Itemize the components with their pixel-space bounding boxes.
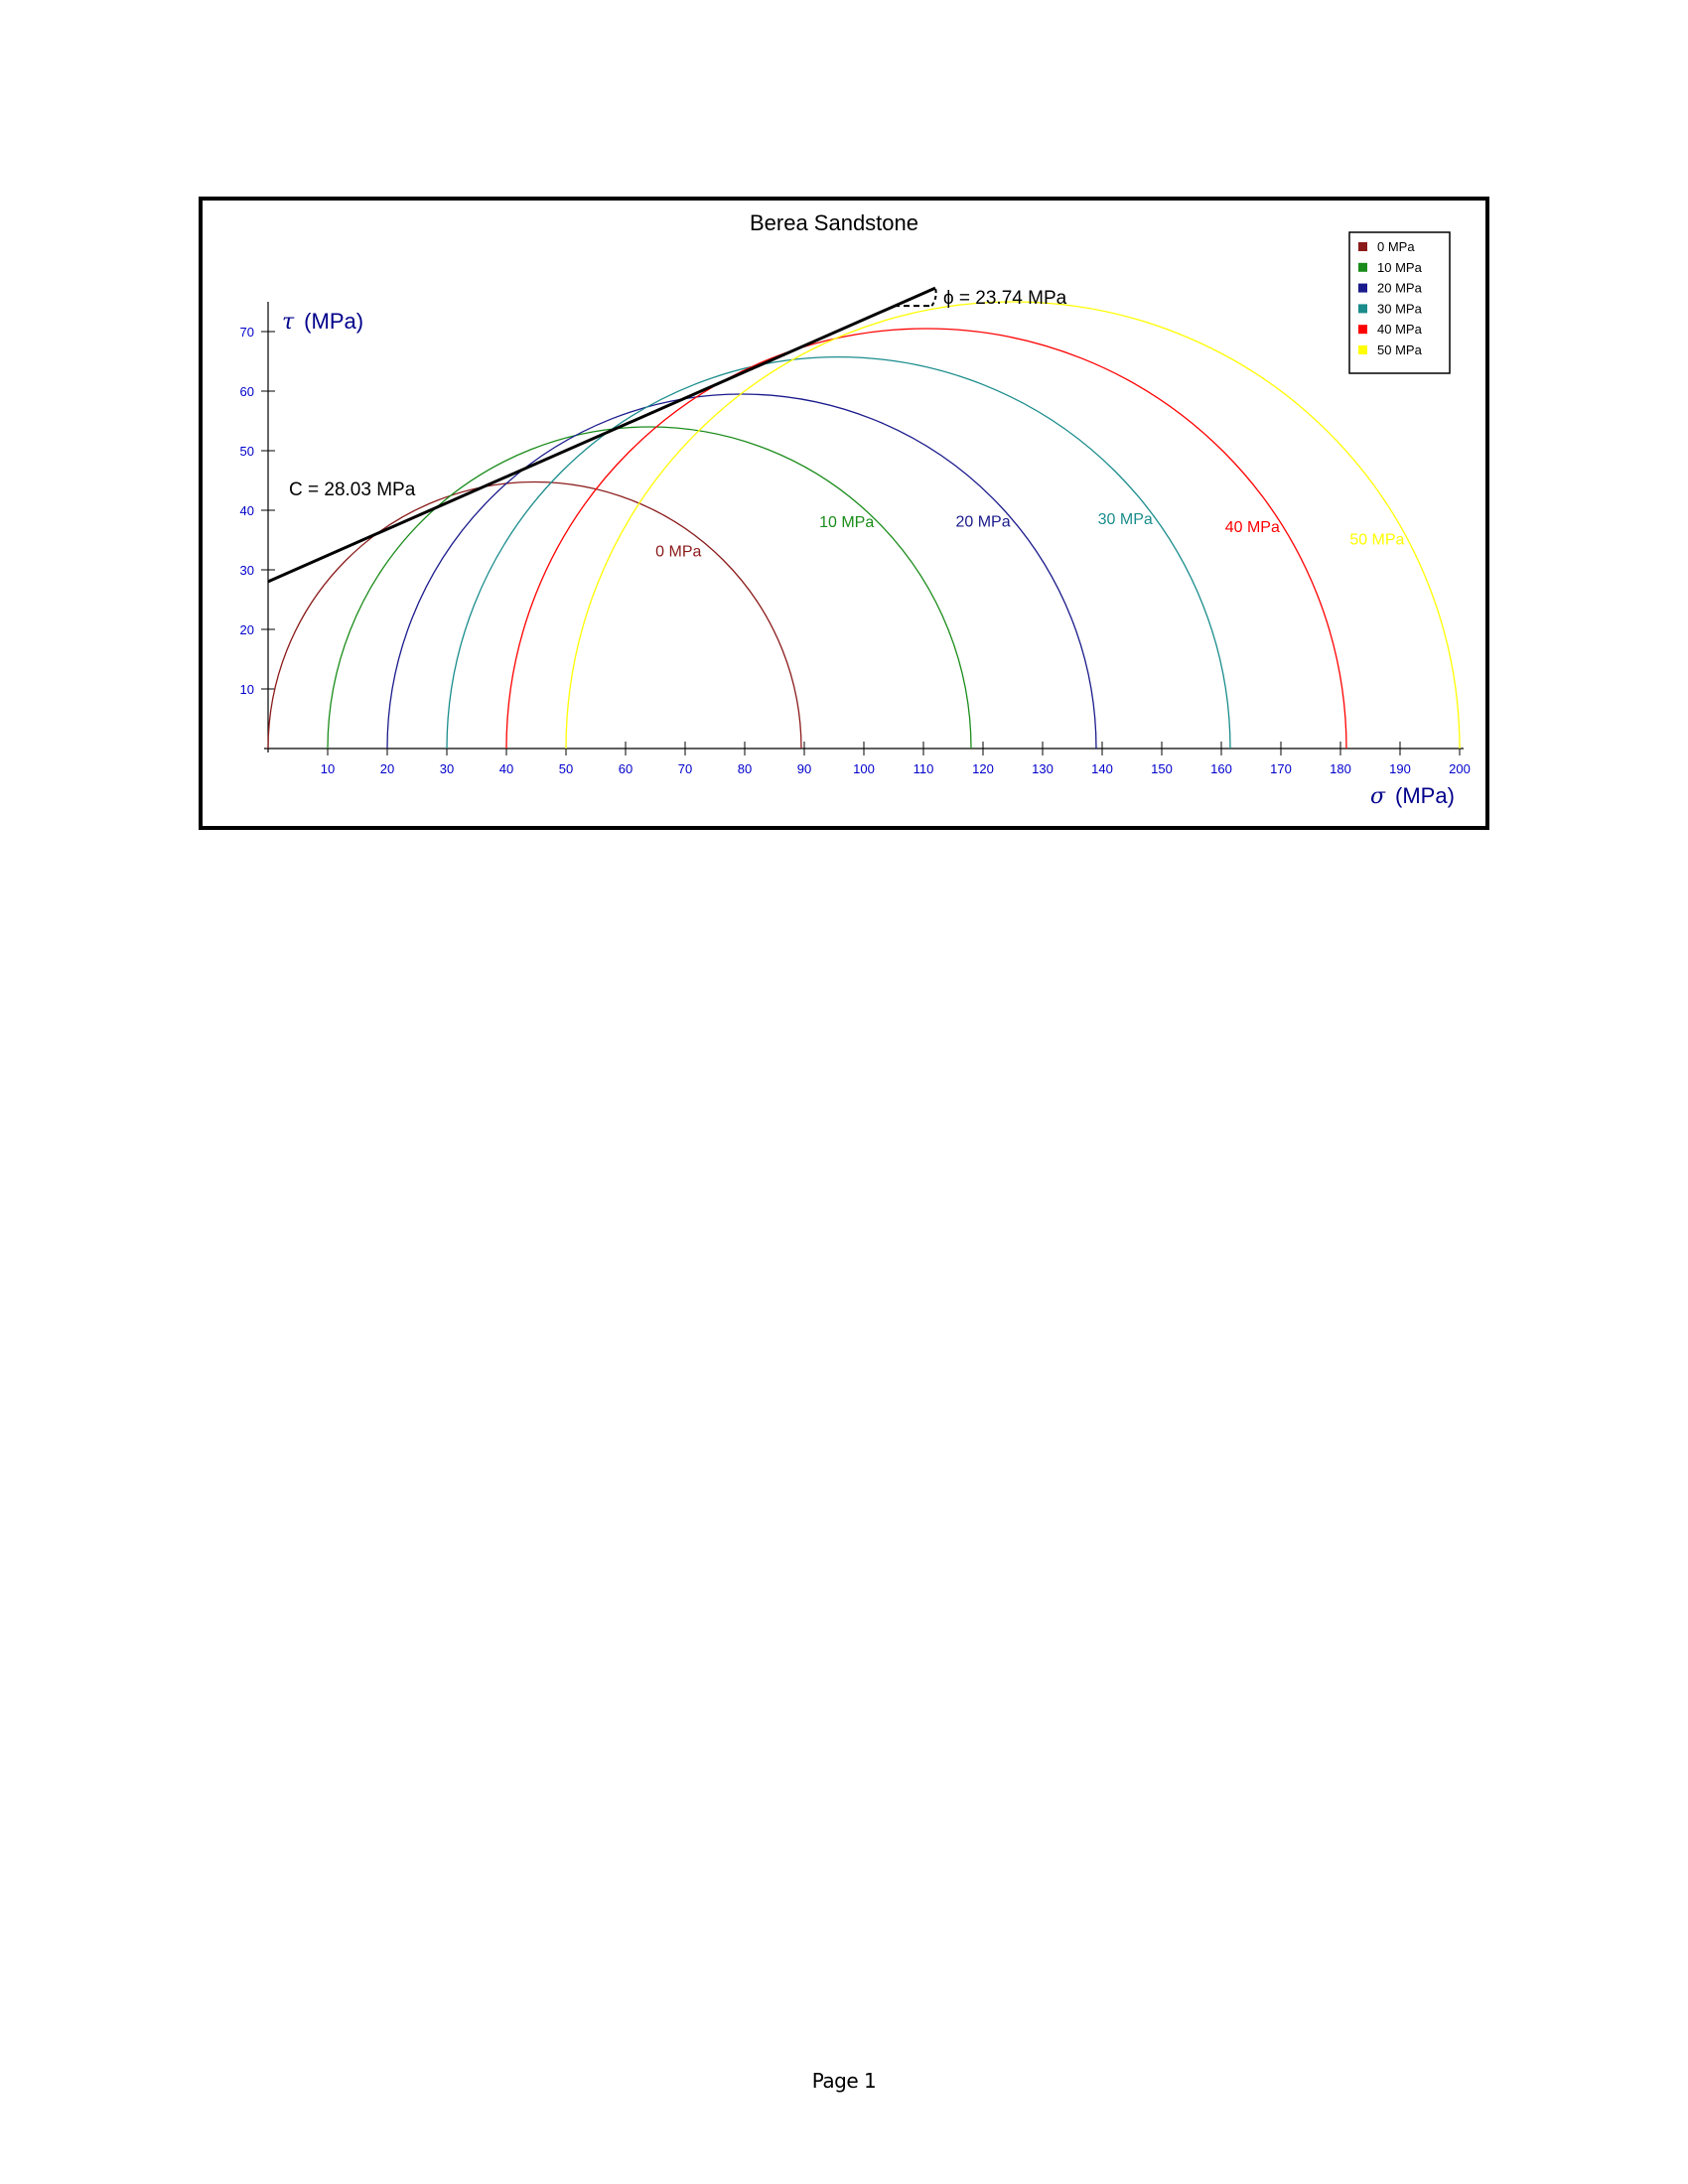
legend-swatch (1358, 242, 1367, 251)
envelope-line (267, 286, 936, 584)
legend-entry: 50 MPa (1377, 342, 1423, 357)
mohr-circle (386, 393, 1097, 750)
y-tick-label: 70 (240, 325, 254, 340)
mohr-circle (565, 301, 1461, 750)
legend-entry: 20 MPa (1377, 281, 1423, 296)
legend-swatch (1358, 345, 1367, 354)
x-tick-label: 40 (499, 761, 513, 776)
x-tick-label: 190 (1389, 761, 1411, 776)
legend-swatch (1358, 325, 1367, 335)
x-tick-label: 160 (1210, 761, 1232, 776)
x-tick-label: 170 (1270, 761, 1292, 776)
y-tick-label: 60 (240, 384, 254, 399)
y-tick-label: 50 (240, 444, 254, 459)
x-tick-label: 50 (559, 761, 573, 776)
x-tick-label: 30 (440, 761, 454, 776)
axes: 10 20 30 40 50 60 70 80 90 100 110 120 130 140 150 160 1… (240, 302, 1471, 809)
circle-label: 50 MPa (1349, 532, 1404, 549)
mohr-circle (327, 426, 972, 750)
phi-label: ϕ = 23.74 MPa (943, 288, 1067, 309)
legend: 0 MPa 10 MPa 20 MPa 30 MPa 40 MPa 50 MPa (1348, 231, 1451, 374)
y-tick-label: 10 (240, 682, 254, 697)
x-tick-label: 10 (321, 761, 335, 776)
circle-labels: 0 MPa 10 MPa 20 MPa 30 MPa 40 MPa 50 MPa (655, 511, 1404, 560)
phi-arc (930, 287, 937, 307)
mohr-circle (267, 480, 802, 750)
circle-label: 30 MPa (1098, 511, 1153, 528)
x-tick-label: 120 (972, 761, 994, 776)
y-tick-label: 20 (240, 622, 254, 637)
x-tick-label: 60 (619, 761, 633, 776)
x-tick-label: 110 (914, 761, 934, 776)
legend-entry: 0 MPa (1377, 239, 1415, 254)
chart-frame: Berea Sandstone 10 20 30 40 50 60 70 80 90 100 110… (199, 197, 1489, 830)
legend-entry: 10 MPa (1377, 260, 1423, 275)
y-tick-label: 40 (240, 503, 254, 518)
failure-envelope: ϕ = 23.74 MPa C = 28.03 MPa (267, 286, 1067, 584)
x-tick-label: 140 (1091, 761, 1113, 776)
mohr-circle (446, 355, 1231, 750)
x-tick-label: 130 (1032, 761, 1054, 776)
x-tick-label: 150 (1151, 761, 1173, 776)
circle-label: 40 MPa (1225, 519, 1280, 536)
x-tick-label: 20 (380, 761, 394, 776)
x-tick-label: 180 (1330, 761, 1351, 776)
chart-title: Berea Sandstone (750, 210, 918, 235)
legend-swatch (1358, 262, 1367, 272)
mohr-circle-chart: Berea Sandstone 10 20 30 40 50 60 70 80 90 100 110… (240, 210, 1471, 809)
x-tick-label: 200 (1449, 761, 1471, 776)
legend-swatch (1358, 304, 1367, 314)
circle-label: 0 MPa (655, 543, 701, 560)
page-footer: Page 1 (811, 2069, 877, 2093)
y-tick-label: 30 (240, 563, 254, 578)
x-tick-label: 100 (853, 761, 875, 776)
legend-swatch (1358, 283, 1367, 293)
x-tick-label: 80 (738, 761, 752, 776)
x-tick-label: 70 (678, 761, 692, 776)
x-tick-label: 90 (797, 761, 811, 776)
y-axis-label: τ (MPa) (282, 309, 363, 335)
circle-label: 10 MPa (819, 514, 874, 531)
legend-entry: 30 MPa (1377, 301, 1423, 316)
mohr-circles (267, 301, 1461, 750)
x-axis-label: σ (MPa) (1370, 783, 1455, 809)
cohesion-label: C = 28.03 MPa (289, 479, 416, 500)
circle-label: 20 MPa (955, 514, 1010, 531)
legend-entry: 40 MPa (1377, 322, 1423, 337)
mohr-circle (505, 328, 1347, 750)
